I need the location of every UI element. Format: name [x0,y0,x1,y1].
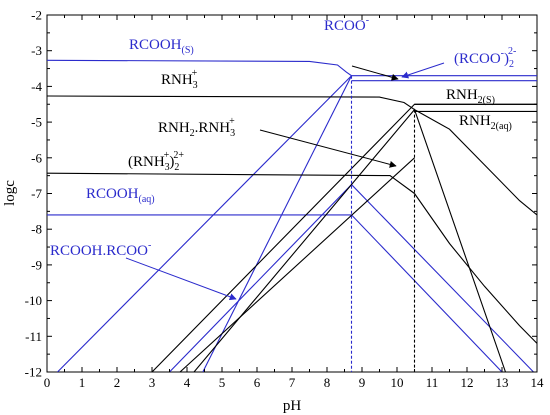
y-tick-label-3: -5 [31,115,42,130]
label-rcoo2: (RCOO-)22- [454,46,516,70]
series-line-7 [414,109,537,216]
x-tick-label-4: 4 [184,375,191,390]
x-tick-label-8: 8 [324,375,331,390]
x-tick-label-12: 12 [461,375,474,390]
label-rnh3-2: (RNH3+)22+ [128,150,184,173]
x-tick-label-1: 1 [79,375,86,390]
arrow-rcoo2 [401,62,445,79]
x-tick-label-6: 6 [254,375,261,390]
series-line-11 [151,103,537,372]
x-tick-label-5: 5 [219,375,226,390]
x-tick-label-9: 9 [359,375,366,390]
x-tick-label-3: 3 [149,375,156,390]
series-line-13 [193,108,507,372]
arrow-rnh2-rnh3 [259,129,397,168]
arrow-rcooh-rcoo [125,257,237,301]
series-line-0 [47,59,537,77]
y-tick-label-4: -6 [31,150,42,165]
series-line-8 [47,172,415,194]
series-line-9 [414,193,537,344]
x-axis-title: pH [283,398,302,414]
series-layer [47,59,537,372]
y-tick-label-2: -4 [31,79,42,94]
label-rnh2-rnh3: RNH2.RNH3+ [158,116,235,139]
label-rnh3: RNH3+ [161,68,198,91]
y-tick-label-1: -3 [31,43,42,58]
label-rcoo-minus: RCOO- [324,15,369,34]
y-tick-label-5: -7 [31,186,42,201]
x-tick-label-11: 11 [426,375,439,390]
series-line-6 [47,95,415,111]
label-rcooh-aq: RCOOH(aq) [86,186,155,205]
annotation-arrows [125,62,445,301]
x-tick-label-0: 0 [44,375,51,390]
x-tick-label-13: 13 [496,375,509,390]
y-tick-label-7: -9 [31,257,42,272]
y-tick-label-9: -11 [25,329,42,344]
x-tick-label-10: 10 [391,375,404,390]
label-rnh2-s: RNH2(S) [446,87,495,106]
series-line-12 [179,157,415,372]
tick-layer: 0 1 2 3 4 5 6 7 8 9 10 11 12 13 14-2-3-4-5-6-7-8-9-10-… [25,8,544,391]
series-line-2 [57,75,352,372]
series-line-4 [47,214,503,372]
y-tick-label-0: -2 [31,8,42,23]
y-tick-label-10: -12 [25,365,42,380]
series-line-3 [202,75,352,372]
y-tick-label-8: -10 [25,293,42,308]
y-axis-title: logc [2,180,18,206]
annotation-layer: RCOOH(S) RCOO- (RCOO-)22- RNH3+ RNH2(S) … [50,15,516,259]
y-tick-label-6: -8 [31,222,42,237]
label-rnh2-aq: RNH2(aq) [459,113,512,132]
label-rcooh-rcoo: RCOOH.RCOO- [50,240,151,259]
x-tick-label-7: 7 [289,375,296,390]
arrow-rcoo-to-rnh3 [351,65,399,81]
x-tick-label-14: 14 [531,375,545,390]
label-rcooh-s: RCOOH(S) [129,37,194,56]
x-tick-label-2: 2 [114,375,121,390]
